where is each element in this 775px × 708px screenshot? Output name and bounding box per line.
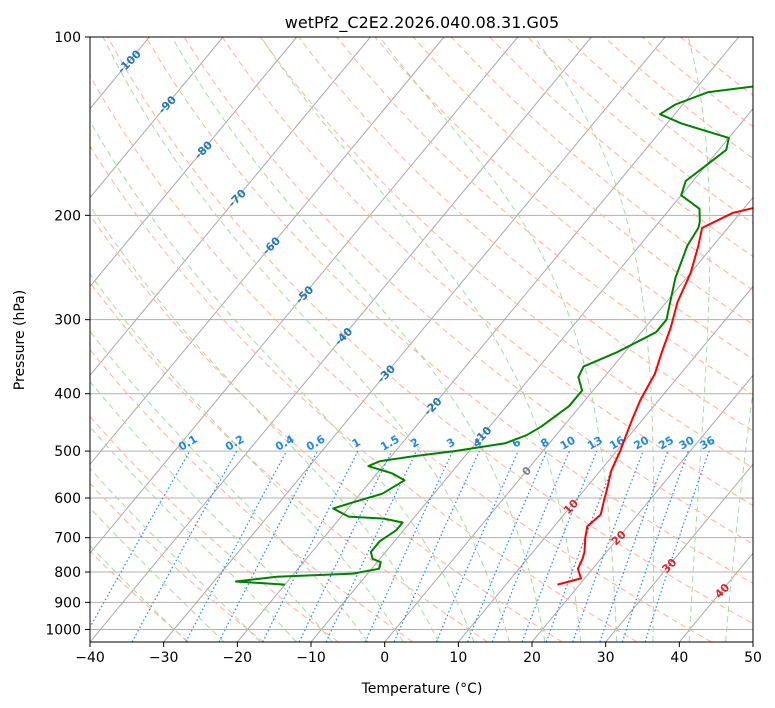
x-tick-label: −30 (149, 650, 179, 666)
y-tick-label: 800 (54, 565, 81, 581)
x-tick-label: −10 (296, 650, 326, 666)
moist-adiabat-line (90, 204, 439, 642)
chart-title: wetPf2_C2E2.2026.040.08.31.G05 (285, 13, 559, 33)
moist-adiabat-line (687, 37, 711, 642)
isotherm-line (236, 37, 740, 642)
dry-adiabat-line (412, 37, 753, 326)
x-tick-label: −40 (75, 650, 105, 666)
mixing-ratio-line (262, 450, 359, 642)
isotherm-line (90, 37, 371, 377)
x-tick-label: 50 (744, 650, 762, 666)
mixing-ratio-line (435, 450, 519, 642)
y-axis-label: Pressure (hPa) (12, 290, 28, 390)
x-tick-label: 40 (670, 650, 688, 666)
dewpoint-profile-line (234, 85, 753, 586)
y-tick-label: 100 (54, 30, 81, 46)
isotherm-line (90, 37, 519, 554)
moist-adiabat-line (102, 37, 510, 642)
mixing-ratio-line (393, 450, 480, 642)
isotherm-line (90, 37, 592, 642)
moist-adiabat-line (90, 330, 369, 642)
x-axis-label: Temperature (°C) (361, 681, 483, 697)
moist-adiabat-line (725, 387, 753, 642)
moist-adiabat-line (90, 507, 225, 642)
isotherm-line (90, 37, 298, 288)
isotherm-line (605, 463, 753, 642)
temperature-profile-line (557, 207, 753, 586)
mixing-ratio-line (599, 450, 669, 642)
x-tick-label: 0 (380, 650, 389, 666)
y-tick-label: 500 (54, 444, 81, 460)
mixing-ratio-line (491, 450, 571, 642)
moist-adiabat-line (90, 544, 188, 642)
mixing-ratio-line (466, 450, 548, 642)
mixing-ratio-line (521, 450, 598, 642)
dry-adiabat-line (336, 37, 753, 396)
moist-adiabat-line (260, 37, 582, 642)
dry-adiabat-line (90, 74, 712, 642)
isotherm-line (384, 196, 753, 642)
mixing-ratio-line (572, 450, 644, 642)
isotherm-line (531, 374, 753, 642)
dry-adiabat-line (90, 348, 414, 642)
dry-adiabat-line (90, 482, 264, 642)
x-tick-label: 20 (523, 650, 541, 666)
mixing-ratio-line (644, 450, 710, 642)
isotherm-line (90, 37, 445, 466)
mixing-ratio-line (185, 450, 288, 642)
y-tick-label: 400 (54, 387, 81, 403)
dry-adiabat-line (90, 281, 488, 642)
y-tick-label: 300 (54, 313, 81, 329)
mixing-ratio-line (621, 450, 689, 642)
mixing-ratio-line (131, 450, 238, 642)
y-tick-label: 600 (54, 491, 81, 507)
isotherm-line (163, 37, 666, 642)
x-tick-label: 10 (449, 650, 467, 666)
x-tick-label: 30 (597, 650, 615, 666)
moist-adiabat-line (90, 380, 333, 642)
y-tick-label: 200 (54, 208, 81, 224)
dry-adiabat-line (90, 550, 190, 642)
isotherm-line (90, 37, 224, 199)
y-tick-label: 700 (54, 531, 81, 547)
moist-adiabat-line (171, 37, 546, 642)
isotherm-line (457, 285, 753, 642)
x-tick-label: −20 (223, 650, 253, 666)
mixing-ratio-line (90, 450, 191, 629)
moist-adiabat-line (533, 37, 655, 642)
plot-frame (89, 36, 754, 643)
mixing-ratio-line (545, 450, 620, 642)
moist-adiabat-line (90, 120, 475, 642)
y-tick-label: 900 (54, 595, 81, 611)
moist-adiabat-line (90, 273, 404, 642)
y-tick-label: 1000 (45, 622, 81, 638)
dry-adiabat-line (90, 145, 638, 642)
